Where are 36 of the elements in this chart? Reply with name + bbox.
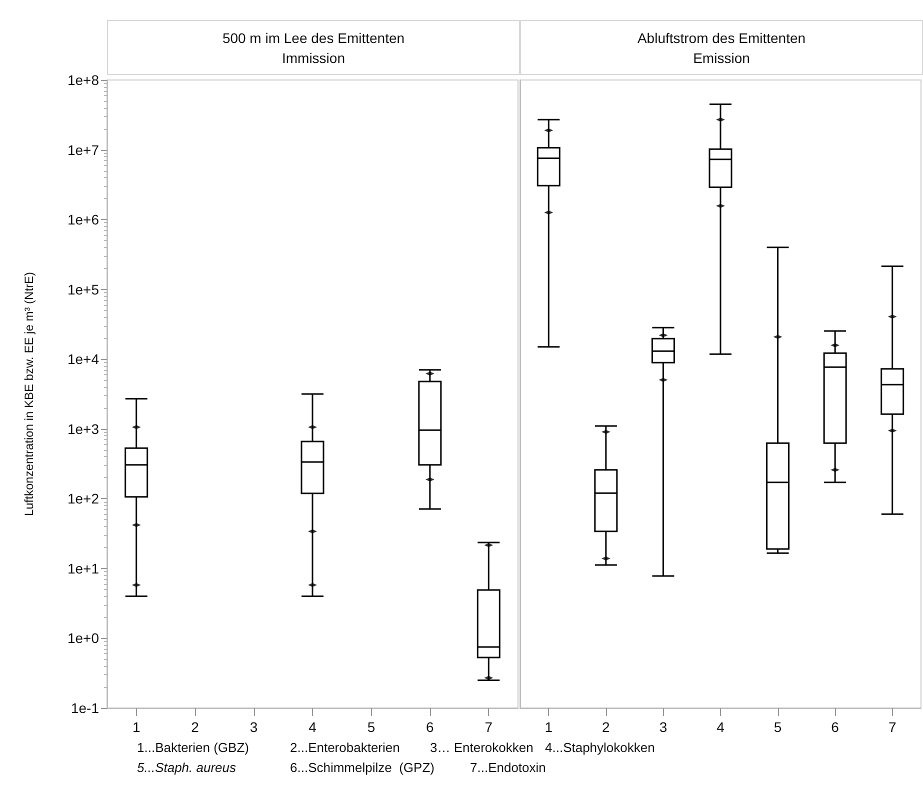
x-tick-label: 3 xyxy=(250,719,258,735)
y-tick-label: 1e+5 xyxy=(67,281,100,298)
chart-title: 500 m im Lee des Emittenten xyxy=(221,29,406,48)
x-tick-label: 5 xyxy=(367,719,376,735)
text: 2...Enterobakterien xyxy=(290,740,400,755)
y-tick-label: 1e+0 xyxy=(67,630,100,646)
y-axis-title: Luftkonzentration in KBE bzw. EE je m³ (NtrE) xyxy=(22,272,36,516)
y-tick-label: 1e+2 xyxy=(67,490,100,507)
y-tick-label: 1e+6 xyxy=(67,212,100,228)
text: 4...Staphylokokken xyxy=(545,740,655,755)
text: 3… Enterokokken xyxy=(430,740,534,755)
chart-subtitle: Emission xyxy=(692,49,751,68)
y-tick-label: 1e+1 xyxy=(67,560,100,576)
text: 6...Schimmelpilze (GPZ) xyxy=(290,760,434,775)
x-tick-label: 1 xyxy=(544,719,553,735)
x-tick-label: 7 xyxy=(888,719,896,735)
text: 1...Bakterien (GBZ) xyxy=(137,740,249,755)
y-tick-label: 1e+4 xyxy=(67,351,100,368)
chart-title: Abluftstrom des Emittenten xyxy=(636,29,807,48)
chart-subtitle: Immission xyxy=(280,49,346,68)
x-tick-label: 6 xyxy=(426,719,434,735)
x-tick-label: 3 xyxy=(659,719,668,735)
y-tick-label: 1e+3 xyxy=(67,420,100,437)
y-tick-label: 1e-1 xyxy=(70,700,100,716)
y-tick-label: 1e+7 xyxy=(67,142,100,158)
x-tick-label: 4 xyxy=(308,719,317,735)
x-tick-label: 2 xyxy=(602,719,610,735)
text: 7...Endotoxin xyxy=(470,760,546,775)
x-tick-label: 1 xyxy=(132,719,140,735)
x-tick-label: 5 xyxy=(774,719,782,735)
x-tick-label: 2 xyxy=(191,719,200,735)
x-tick-label: 6 xyxy=(831,719,840,735)
text: 5...Staph. aureus xyxy=(137,760,236,775)
y-tick-label: 1e+8 xyxy=(67,72,100,88)
x-tick-label: 7 xyxy=(484,719,493,735)
x-tick-label: 4 xyxy=(716,719,725,735)
